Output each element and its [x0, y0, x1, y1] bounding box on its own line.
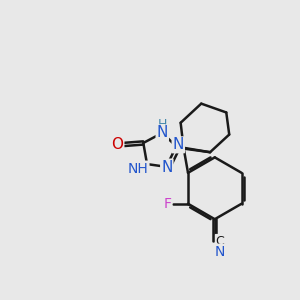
Text: NH: NH: [128, 161, 148, 176]
Text: N: N: [161, 160, 172, 175]
Text: F: F: [164, 197, 171, 211]
Text: N: N: [172, 137, 184, 152]
Text: O: O: [111, 137, 123, 152]
Text: C: C: [216, 235, 224, 248]
Text: H: H: [158, 118, 167, 130]
Text: N: N: [157, 125, 168, 140]
Text: N: N: [215, 244, 225, 259]
